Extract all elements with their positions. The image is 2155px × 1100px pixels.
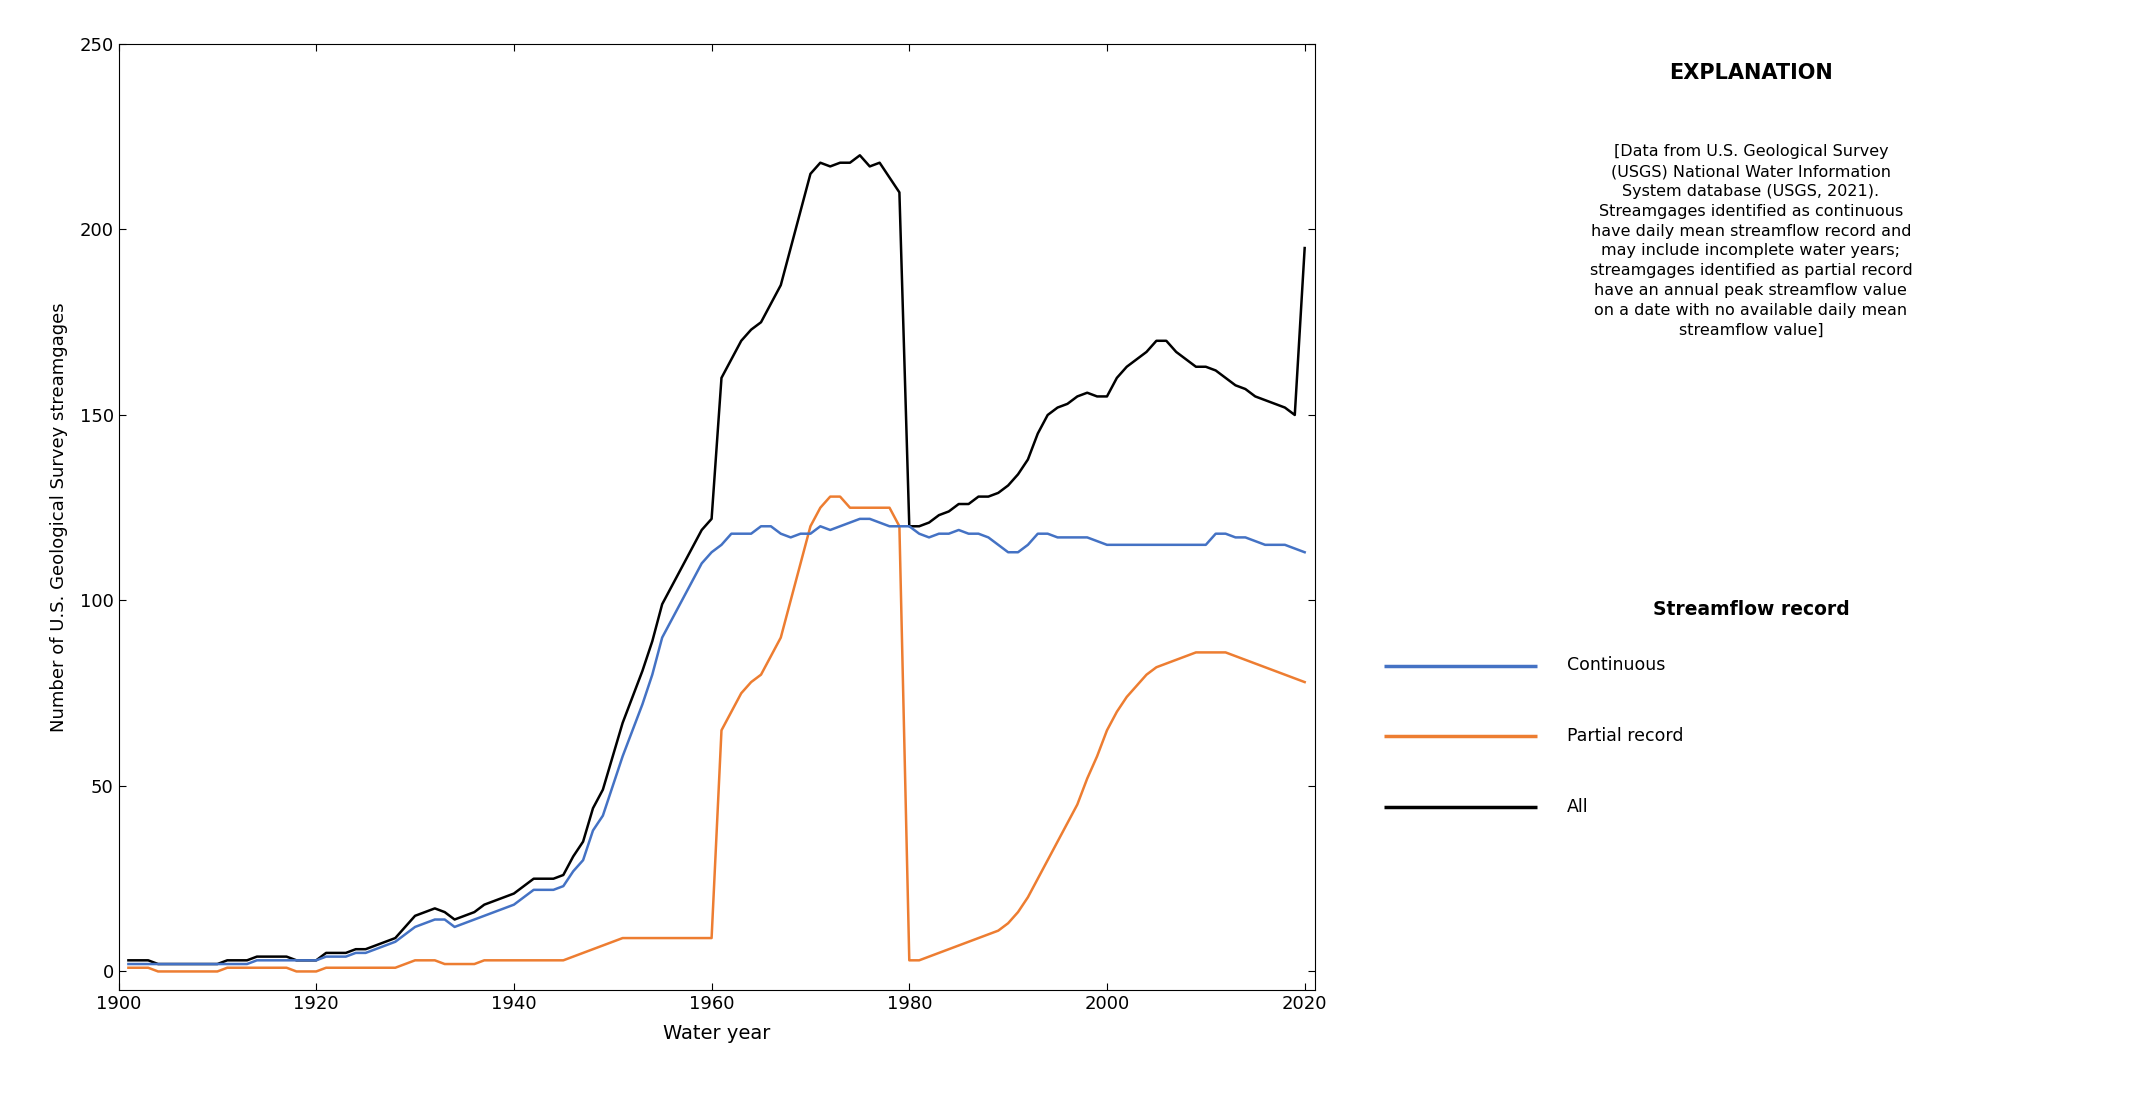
Text: Partial record: Partial record [1567,727,1683,746]
Text: Continuous: Continuous [1567,657,1666,674]
Partial record [1065,798,1090,811]
All [1291,241,1317,254]
Text: [Data from U.S. Geological Survey
(USGS) National Water Information
System datab: [Data from U.S. Geological Survey (USGS)… [1590,144,1911,338]
All [116,954,142,967]
Partial record [817,490,843,503]
All [847,148,873,162]
Text: All: All [1567,799,1588,816]
Line: Continuous: Continuous [129,519,1304,964]
Partial record [946,939,972,953]
Continuous [431,913,457,926]
All [442,913,468,926]
Partial record [116,961,142,975]
All [373,935,399,948]
Continuous [116,957,142,970]
Continuous [1263,538,1289,551]
Partial record [373,961,399,975]
Continuous [1054,531,1080,544]
X-axis label: Water year: Water year [664,1024,769,1043]
Line: Partial record: Partial record [129,496,1304,971]
Text: Streamflow record: Streamflow record [1653,600,1849,618]
Continuous [1291,546,1317,559]
Continuous [362,943,388,956]
Partial record [1291,675,1317,689]
All [778,241,804,254]
Text: EXPLANATION: EXPLANATION [1670,64,1832,84]
Partial record [1271,668,1297,681]
All [144,957,170,970]
Y-axis label: Number of U.S. Geological Survey streamgages: Number of U.S. Geological Survey streamg… [50,302,69,732]
Continuous [767,527,793,540]
Partial record [778,594,804,607]
All [946,497,972,510]
Continuous [847,513,873,526]
Partial record [442,957,468,970]
All [1271,402,1297,415]
Line: All: All [129,155,1304,964]
Continuous [935,527,961,540]
Partial record [144,965,170,978]
All [1065,389,1090,403]
